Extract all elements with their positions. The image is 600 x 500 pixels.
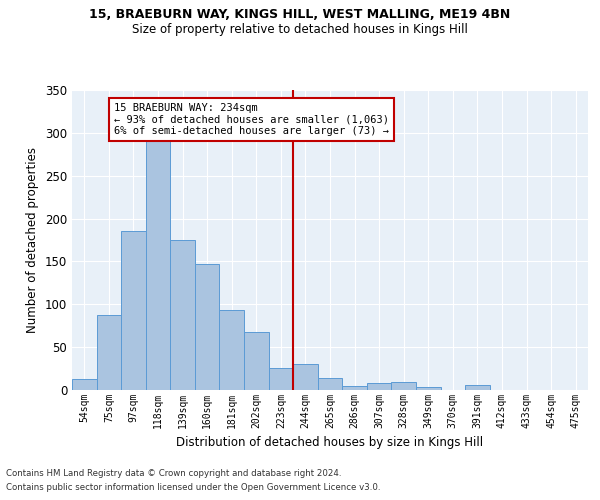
Bar [97, 316, 121, 390]
Text: Size of property relative to detached houses in Kings Hill: Size of property relative to detached ho… [132, 22, 468, 36]
Text: Contains public sector information licensed under the Open Government Licence v3: Contains public sector information licen… [6, 484, 380, 492]
Text: 15, BRAEBURN WAY, KINGS HILL, WEST MALLING, ME19 4BN: 15, BRAEBURN WAY, KINGS HILL, WEST MALLI… [89, 8, 511, 20]
Bar [244, 332, 269, 390]
Bar [465, 385, 490, 390]
Bar [146, 142, 170, 390]
Bar [220, 310, 244, 390]
Bar [269, 368, 293, 390]
Bar [195, 264, 220, 390]
Text: 15 BRAEBURN WAY: 234sqm
← 93% of detached houses are smaller (1,063)
6% of semi-: 15 BRAEBURN WAY: 234sqm ← 93% of detache… [114, 103, 389, 136]
Bar [342, 386, 367, 390]
Bar [121, 232, 146, 390]
X-axis label: Distribution of detached houses by size in Kings Hill: Distribution of detached houses by size … [176, 436, 484, 450]
Bar [391, 382, 416, 390]
Bar [170, 240, 195, 390]
Bar [367, 383, 391, 390]
Bar [293, 364, 318, 390]
Bar [72, 379, 97, 390]
Text: Contains HM Land Registry data © Crown copyright and database right 2024.: Contains HM Land Registry data © Crown c… [6, 468, 341, 477]
Bar [318, 378, 342, 390]
Bar [416, 388, 440, 390]
Y-axis label: Number of detached properties: Number of detached properties [26, 147, 40, 333]
